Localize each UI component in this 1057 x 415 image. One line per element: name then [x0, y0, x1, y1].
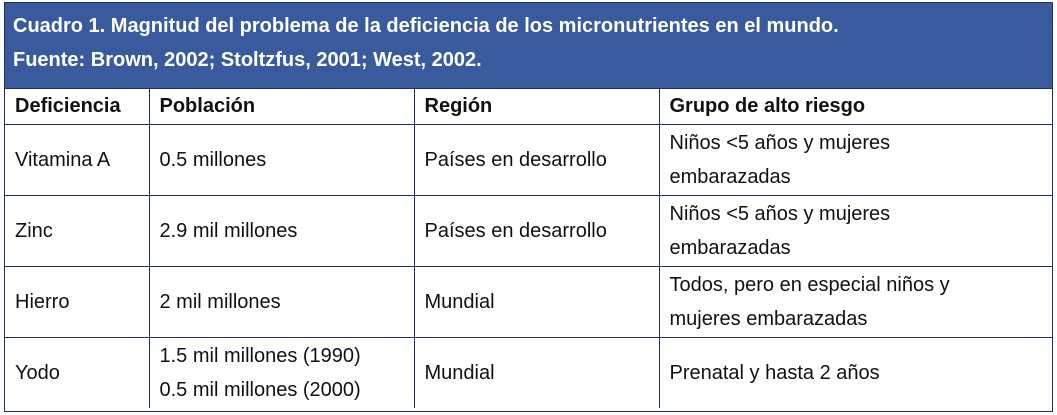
cell-line: 0.5 millones	[159, 148, 267, 171]
cell-grupo: Todos, pero en especial niños y mujeres …	[658, 265, 1052, 338]
cell-region: Países en desarrollo	[413, 194, 660, 267]
cell-line: 2 mil millones	[159, 290, 281, 313]
cell-deficiencia: Yodo	[5, 336, 150, 408]
table-caption: Cuadro 1. Magnitud del problema de la de…	[5, 3, 1052, 89]
caption-title: Cuadro 1. Magnitud del problema de la de…	[13, 15, 839, 37]
table-figure: Cuadro 1. Magnitud del problema de la de…	[4, 2, 1053, 412]
cell-line: 0.5 mil millones (2000)	[159, 378, 361, 401]
cell-grupo: Niños <5 años y mujeres embarazadas	[658, 194, 1052, 267]
cell-grupo: Niños <5 años y mujeres embarazadas	[658, 123, 1052, 196]
cell-line: embarazadas	[669, 165, 791, 188]
cell-line: Niños <5 años y mujeres	[669, 131, 891, 154]
table-row: Zinc 2.9 mil millones Países en desarrol…	[5, 194, 1052, 267]
cell-line: mujeres embarazadas	[669, 307, 868, 330]
column-header-grupo: Grupo de alto riesgo	[658, 89, 1052, 125]
cell-line: Todos, pero en especial niños y	[669, 273, 950, 296]
cell-deficiencia: Hierro	[5, 265, 150, 338]
header-row: Deficiencia Población Región Grupo de al…	[5, 89, 1052, 125]
cell-poblacion: 2.9 mil millones	[148, 194, 415, 267]
column-header-region: Región	[413, 89, 660, 125]
cell-deficiencia: Vitamina A	[5, 123, 150, 196]
table-row: Yodo 1.5 mil millones (1990) 0.5 mil mil…	[5, 336, 1052, 408]
column-header-poblacion: Población	[148, 89, 415, 125]
cell-region: Países en desarrollo	[413, 123, 660, 196]
cell-line: Prenatal y hasta 2 años	[669, 361, 880, 384]
cell-region: Mundial	[413, 265, 660, 338]
cell-line: 1.5 mil millones (1990)	[159, 344, 361, 367]
cell-deficiencia: Zinc	[5, 194, 150, 267]
cell-poblacion: 2 mil millones	[148, 265, 415, 338]
cell-poblacion: 0.5 millones	[148, 123, 415, 196]
table-row: Vitamina A 0.5 millones Países en desarr…	[5, 123, 1052, 196]
caption-source: Fuente: Brown, 2002; Stoltzfus, 2001; We…	[13, 49, 482, 71]
cell-grupo: Prenatal y hasta 2 años	[658, 336, 1052, 408]
micronutrient-table: Deficiencia Población Región Grupo de al…	[5, 89, 1052, 408]
column-header-deficiencia: Deficiencia	[5, 89, 150, 125]
cell-region: Mundial	[413, 336, 660, 408]
table-row: Hierro 2 mil millones Mundial Todos, per…	[5, 265, 1052, 338]
cell-line: 2.9 mil millones	[159, 219, 298, 242]
cell-line: Niños <5 años y mujeres	[669, 202, 891, 225]
cell-poblacion: 1.5 mil millones (1990) 0.5 mil millones…	[148, 336, 415, 408]
cell-line: embarazadas	[669, 236, 791, 259]
